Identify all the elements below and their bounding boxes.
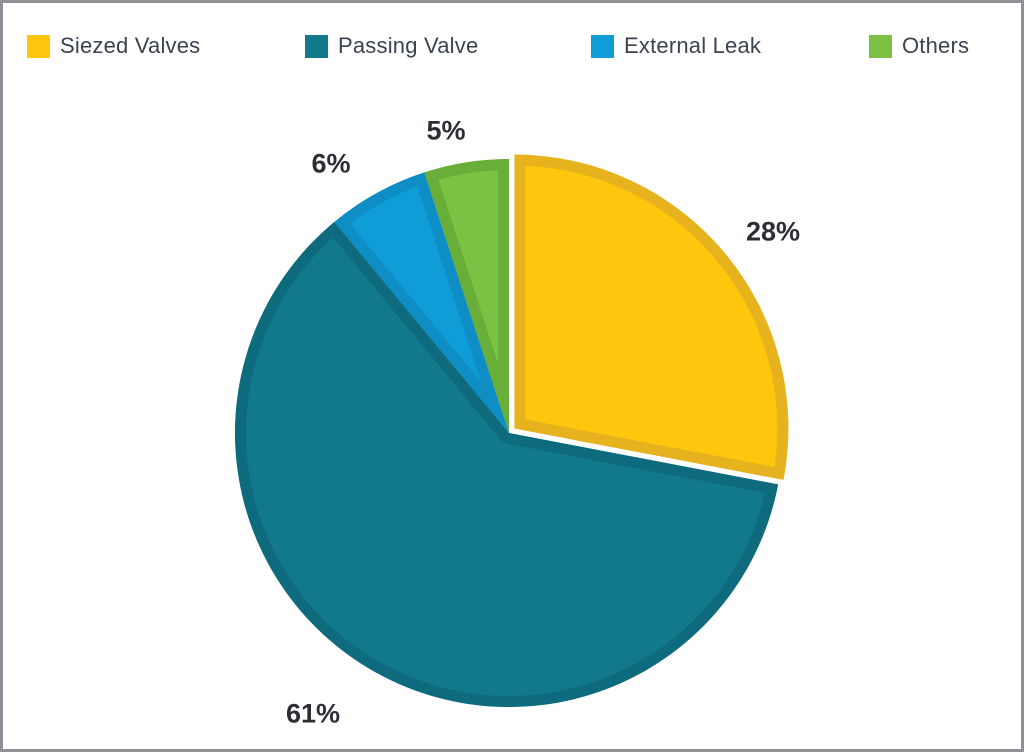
pie-chart: 28% 61% 6% 5%	[3, 3, 1021, 749]
slice-value-label-others: 5%	[426, 115, 466, 146]
legend-label: Others	[902, 33, 970, 58]
pie-slice-passing-valve	[235, 221, 779, 708]
legend-item-siezed-valves: Siezed Valves	[27, 33, 200, 59]
pie-slice-external-leak	[334, 172, 509, 433]
legend-swatch-others	[869, 34, 892, 58]
legend-item-external-leak: External Leak	[591, 33, 761, 59]
slice-value-label-siezed-valves: 28%	[745, 216, 801, 247]
legend-label: Passing Valve	[338, 33, 479, 58]
chart-legend: Siezed Valves Passing Valve External Lea…	[3, 3, 1021, 83]
slice-value-label-external-leak: 6%	[311, 148, 351, 179]
legend-item-passing-valve: Passing Valve	[305, 33, 478, 59]
pie-slice-others	[424, 159, 509, 433]
legend-swatch-external-leak	[591, 34, 614, 58]
legend-item-others: Others	[869, 33, 969, 59]
pie-slice-siezed-valves	[514, 154, 789, 480]
legend-label: Siezed Valves	[60, 33, 201, 58]
slice-value-label-passing-valve: 61%	[285, 698, 341, 729]
pie-svg	[235, 154, 789, 708]
legend-label: External Leak	[624, 33, 762, 58]
legend-swatch-passing-valve	[305, 34, 328, 58]
legend-swatch-siezed-valves	[27, 34, 50, 58]
